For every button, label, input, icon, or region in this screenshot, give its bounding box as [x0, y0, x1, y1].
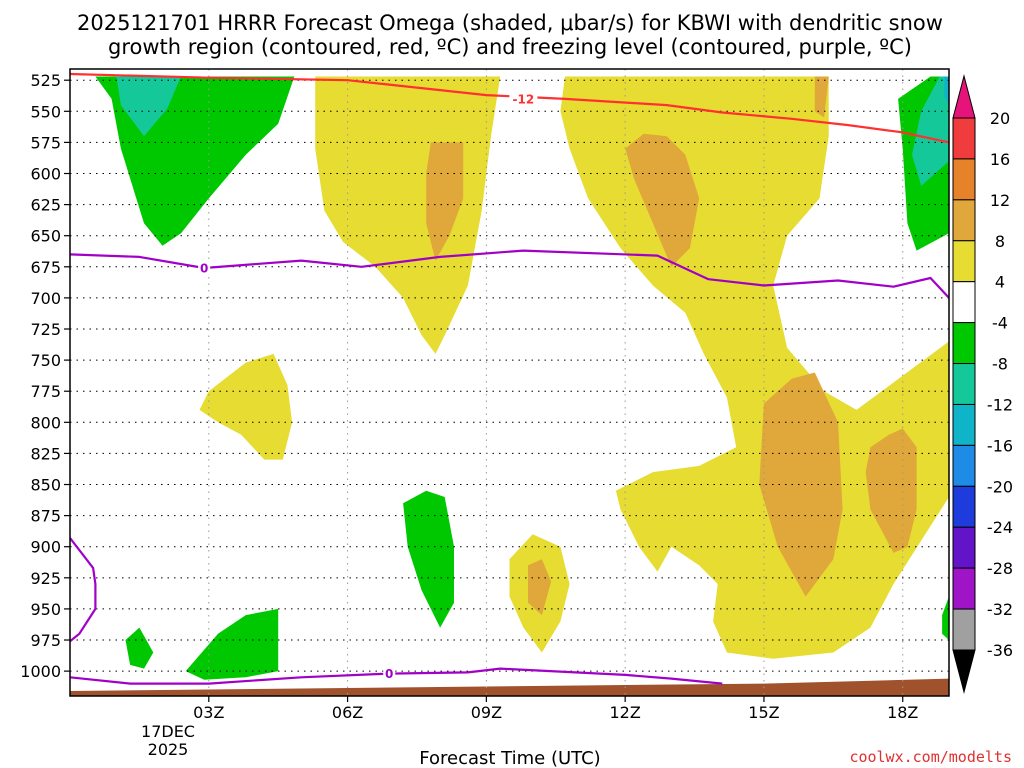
omega-region — [125, 627, 154, 669]
colorbar-label: 12 — [990, 191, 1010, 210]
colorbar-label: 8 — [995, 232, 1005, 251]
colorbar-swatch — [952, 158, 976, 201]
colorbar-swatch — [952, 526, 976, 569]
grid-lines — [70, 69, 949, 696]
colorbar-swatch — [952, 322, 976, 365]
omega-region — [199, 353, 293, 460]
omega-region — [116, 76, 181, 137]
colorbar-label: -16 — [987, 436, 1013, 455]
colorbar-swatch — [952, 281, 976, 324]
y-tick-label: 600 — [30, 165, 61, 184]
colorbar-top-arrow — [952, 74, 976, 119]
contour-line — [70, 72, 949, 144]
colorbar-swatch — [952, 199, 976, 242]
x-tick-label: 18Z — [887, 703, 918, 722]
colorbar-swatch — [952, 567, 976, 610]
colorbar-label: -36 — [987, 641, 1013, 660]
credit-text: coolwx.com/modelts — [849, 748, 1012, 766]
y-tick-label: 875 — [30, 507, 61, 526]
colorbar-bottom-arrow — [952, 649, 976, 694]
plot-frame — [69, 68, 950, 697]
omega-region — [759, 372, 843, 597]
colorbar-label: -28 — [987, 559, 1013, 578]
y-tick-label: 700 — [30, 289, 61, 308]
omega-region — [944, 76, 949, 106]
omega-region — [403, 490, 454, 628]
omega-region — [426, 142, 464, 261]
omega-region — [865, 428, 917, 553]
colorbar-label: -32 — [987, 600, 1013, 619]
colorbar-swatch — [952, 240, 976, 283]
colorbar: 20 16 12 8 4 -4 -8 -12 -16 -20 -24 -28 -32 -36 — [952, 74, 1013, 694]
omega-region — [185, 608, 279, 680]
y-tick-label: 900 — [30, 538, 61, 557]
y-tick-label: 650 — [30, 227, 61, 246]
contour-label: 0 — [385, 667, 393, 681]
colorbar-label: -20 — [987, 477, 1013, 496]
y-tick-label: 725 — [30, 320, 61, 339]
date-label-day: 17DEC — [141, 722, 195, 741]
x-tick-label: 06Z — [332, 703, 363, 722]
y-tick-label: 975 — [30, 631, 61, 650]
y-tick-label: 800 — [30, 413, 61, 432]
omega-region — [912, 76, 949, 186]
colorbar-swatch — [952, 608, 976, 651]
y-tick-label: 675 — [30, 258, 61, 277]
colorbar-label: -4 — [992, 314, 1008, 333]
colorbar-label: -24 — [987, 518, 1013, 537]
colorbar-label: 4 — [995, 273, 1005, 292]
y-tick-label: 775 — [30, 382, 61, 401]
colorbar-swatch — [952, 444, 976, 487]
colorbar-label: 16 — [990, 150, 1010, 169]
contour-label: 0 — [200, 262, 208, 276]
x-tick-label: 15Z — [748, 703, 779, 722]
contour-label: -12 — [513, 92, 535, 106]
y-tick-label: 825 — [30, 444, 61, 463]
contour-label-bg — [198, 261, 211, 276]
colorbar-swatch — [952, 403, 976, 446]
colorbar-swatch — [952, 485, 976, 528]
colorbar-label: 20 — [990, 109, 1010, 128]
contour-label-bg — [509, 91, 538, 106]
date-label-year: 2025 — [148, 740, 189, 759]
colorbar-swatch — [952, 117, 976, 160]
y-tick-label: 625 — [30, 196, 61, 215]
temperature-contours: -12 0 0 — [70, 72, 949, 685]
y-tick-label: 525 — [30, 71, 61, 90]
x-axis-title: Forecast Time (UTC) — [419, 748, 600, 768]
y-tick-label: 925 — [30, 569, 61, 588]
x-axis: 03Z 06Z 09Z 12Z 15Z 18Z — [193, 696, 918, 722]
y-tick-label: 1000 — [20, 662, 61, 681]
omega-region — [528, 559, 552, 616]
x-tick-label: 12Z — [609, 703, 640, 722]
y-tick-label: 750 — [30, 351, 61, 370]
contour-label-bg — [383, 666, 396, 681]
y-tick-label: 575 — [30, 133, 61, 152]
contour-line — [70, 249, 949, 299]
colorbar-label: -12 — [987, 395, 1013, 414]
y-tick-label: 550 — [30, 102, 61, 121]
y-tick-label: 850 — [30, 476, 61, 495]
y-axis: 525 550 575 600 625 650 675 700 725 750 775 800 825 8… — [20, 71, 70, 681]
chart-title-line1: 2025121701 HRRR Forecast Omega (shaded, … — [77, 11, 943, 35]
terrain-ground — [70, 678, 949, 696]
contour-line — [70, 667, 723, 685]
omega-region — [942, 596, 949, 640]
chart-title-line2: growth region (contoured, red, ºC) and f… — [108, 35, 912, 59]
omega-region — [625, 133, 700, 267]
y-tick-label: 950 — [30, 600, 61, 619]
colorbar-swatch — [952, 363, 976, 405]
contour-line — [70, 537, 97, 643]
omega-region — [814, 76, 829, 118]
shaded-omega-regions — [70, 76, 949, 696]
x-tick-label: 09Z — [471, 703, 502, 722]
colorbar-label: -8 — [992, 355, 1008, 374]
x-tick-label: 03Z — [193, 703, 224, 722]
